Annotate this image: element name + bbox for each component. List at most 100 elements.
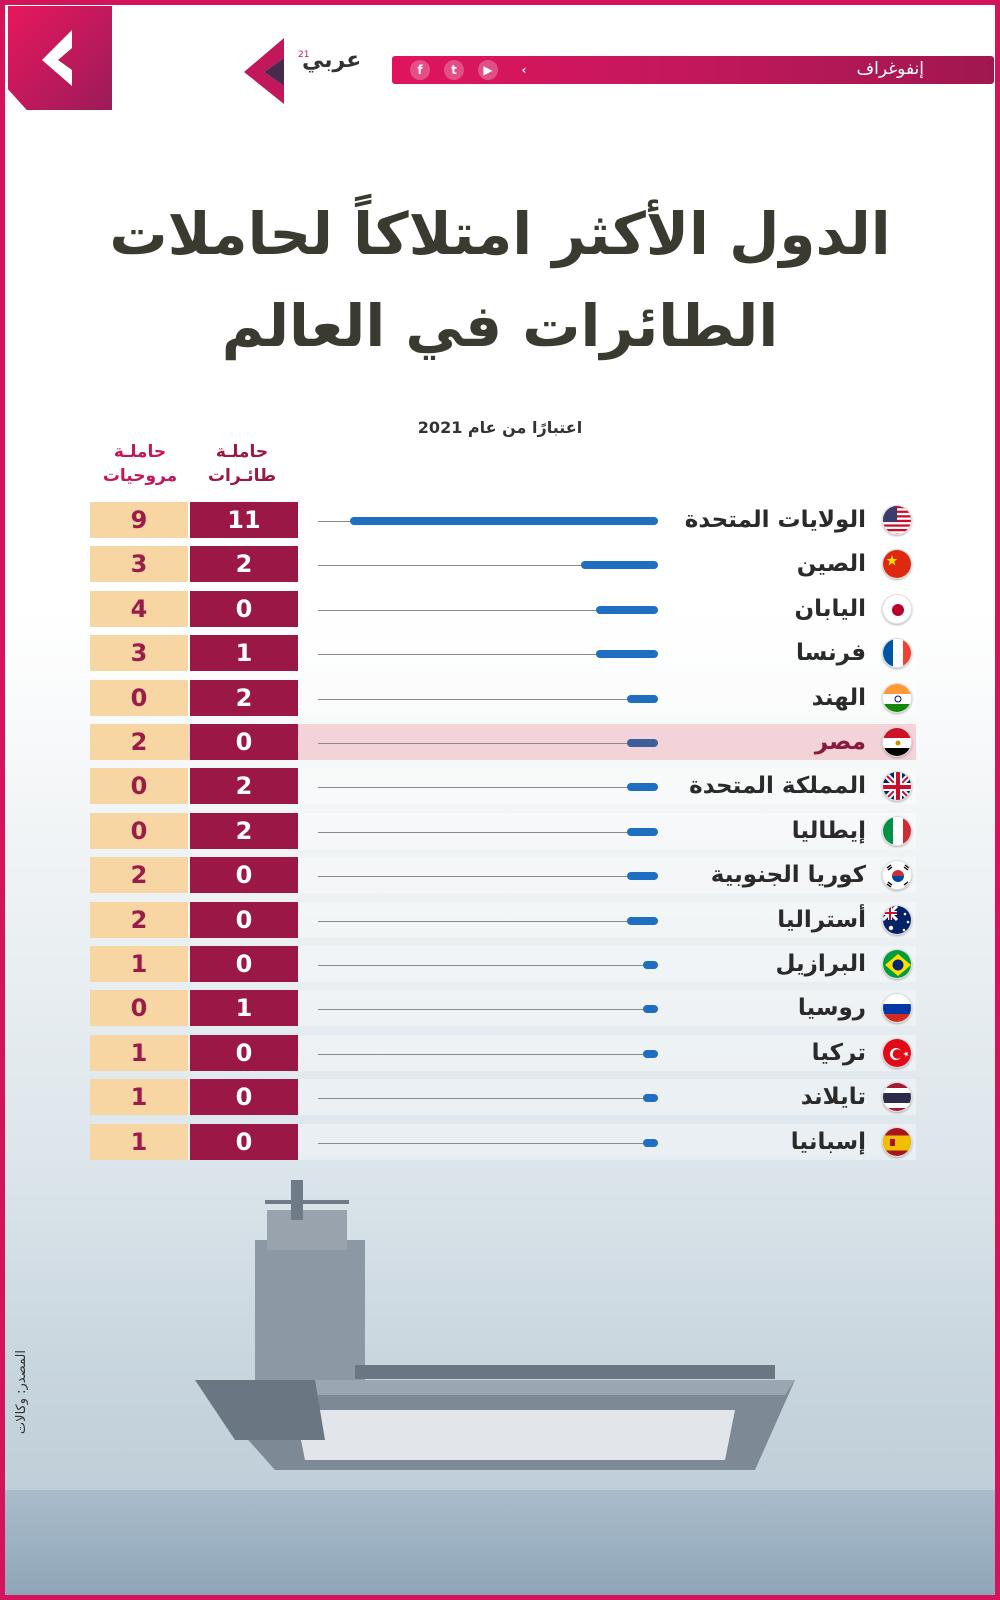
country-name: مصر xyxy=(814,729,866,755)
helicopter-column-header: حاملـة مروحيات xyxy=(102,442,178,486)
bar xyxy=(581,561,658,570)
country-name: روسيا xyxy=(797,995,866,1022)
bar-track xyxy=(318,609,658,611)
helicopter-value: 0 xyxy=(90,679,188,716)
chart-row: 4 0 اليابان xyxy=(90,590,916,627)
country-name: إيطاليا xyxy=(791,817,866,844)
au-flag-icon xyxy=(882,904,912,935)
cn-flag-icon xyxy=(882,549,912,580)
aircraft-value: 2 xyxy=(190,679,298,716)
bar xyxy=(350,517,658,525)
chart-row: 1 0 تركيا xyxy=(90,1034,916,1071)
aircraft-value: 1 xyxy=(190,635,298,672)
aircraft-value: 0 xyxy=(190,946,298,982)
aircraft-column-header: حاملـة طائـرات xyxy=(207,442,277,486)
country-name: البرازيل xyxy=(775,951,866,977)
helicopter-value: 3 xyxy=(90,635,188,672)
bar xyxy=(627,739,658,747)
it-flag-icon xyxy=(882,815,912,846)
helicopter-value: 1 xyxy=(90,1034,188,1071)
bar xyxy=(642,1005,658,1014)
bar-track xyxy=(318,743,658,744)
aircraft-value: 0 xyxy=(190,901,298,938)
bar xyxy=(627,827,658,836)
bar-track xyxy=(318,698,658,700)
bar xyxy=(627,916,658,925)
helicopter-value: 0 xyxy=(90,768,188,805)
aircraft-value: 0 xyxy=(190,857,298,894)
chart-row: 0 2 الهند xyxy=(90,679,916,716)
bar-track xyxy=(318,565,658,567)
in-flag-icon xyxy=(882,682,912,713)
helicopter-value: 1 xyxy=(90,1123,188,1160)
helicopter-value: 1 xyxy=(90,1079,188,1116)
helicopter-value: 2 xyxy=(90,857,188,894)
title-line-1: الدول الأكثر امتلاكاً لحاملات xyxy=(109,200,891,268)
tr-flag-icon xyxy=(882,1037,912,1068)
bar xyxy=(627,694,658,703)
country-name: أستراليا xyxy=(777,906,866,933)
th-flag-icon xyxy=(882,1082,912,1113)
kr-flag-icon xyxy=(882,860,912,891)
brand-superscript: 21 xyxy=(298,50,310,60)
corner-logo xyxy=(8,6,112,110)
chart-row: 1 0 تايلاند xyxy=(90,1079,916,1116)
country-name: الولايات المتحدة xyxy=(684,507,866,533)
bar xyxy=(642,1049,658,1058)
bar-track xyxy=(318,920,658,922)
bar xyxy=(596,650,658,659)
helicopter-value: 1 xyxy=(90,946,188,982)
eg-flag-icon xyxy=(882,727,912,757)
aircraft-value: 11 xyxy=(190,502,298,538)
aircraft-value: 1 xyxy=(190,990,298,1027)
chart-row: 1 0 إسبانيا xyxy=(90,1123,916,1160)
bar-track xyxy=(318,876,658,878)
twitter-icon[interactable]: t xyxy=(444,60,464,80)
country-name: الصين xyxy=(796,551,866,578)
bar-track xyxy=(318,1053,658,1055)
country-name: إسبانيا xyxy=(790,1128,866,1155)
chart-row: 3 1 فرنسا xyxy=(90,635,916,672)
helicopter-value: 0 xyxy=(90,812,188,849)
us-flag-icon xyxy=(882,505,912,535)
bar-track xyxy=(318,787,658,789)
chart-row: 2 0 مصر xyxy=(90,724,916,760)
header-bar: f t ▶ ‹ إنفوغراف xyxy=(392,56,994,84)
country-name: اليابان xyxy=(794,595,866,622)
bar-track xyxy=(318,654,658,656)
title-line-2: الطائرات في العالم xyxy=(221,292,779,360)
arabi21-small-icon[interactable]: ‹ xyxy=(521,63,527,77)
chart-row: 0 1 روسيا xyxy=(90,990,916,1027)
helicopter-value: 4 xyxy=(90,590,188,627)
subtitle: اعتبارًا من عام 2021 xyxy=(417,418,583,437)
bar xyxy=(642,1138,658,1147)
bar xyxy=(596,605,658,614)
aircraft-value: 0 xyxy=(190,724,298,760)
arabi21-logo-icon xyxy=(42,30,72,86)
chart-row: 0 2 إيطاليا xyxy=(90,812,916,849)
source-note: المصدر: وكالات xyxy=(8,1350,32,1470)
br-flag-icon xyxy=(882,949,912,979)
bar-track xyxy=(318,831,658,833)
gb-flag-icon xyxy=(882,771,912,802)
chart-row: 2 0 أستراليا xyxy=(90,901,916,938)
source-text: المصدر: وكالات xyxy=(14,1350,29,1435)
country-name: الهند xyxy=(811,684,866,711)
youtube-icon[interactable]: ▶ xyxy=(478,60,498,80)
chart-row: 1 0 البرازيل xyxy=(90,946,916,982)
brand-logo: 21 عربي xyxy=(240,36,380,106)
aircraft-value: 2 xyxy=(190,546,298,583)
chart-row: 2 0 كوريا الجنوبية xyxy=(90,857,916,894)
aircraft-value: 0 xyxy=(190,590,298,627)
section-label: إنفوغراف xyxy=(856,59,924,79)
page-title: الدول الأكثر امتلاكاً لحاملات الطائرات ف… xyxy=(60,188,940,372)
bar xyxy=(642,961,658,969)
aircraft-value: 0 xyxy=(190,1123,298,1160)
helicopter-value: 2 xyxy=(90,724,188,760)
bar-track xyxy=(318,965,658,966)
aircraft-carrier-image xyxy=(195,1180,795,1470)
facebook-icon[interactable]: f xyxy=(410,60,430,80)
bar xyxy=(642,1094,658,1103)
aircraft-value: 2 xyxy=(190,768,298,805)
aircraft-value: 2 xyxy=(190,812,298,849)
